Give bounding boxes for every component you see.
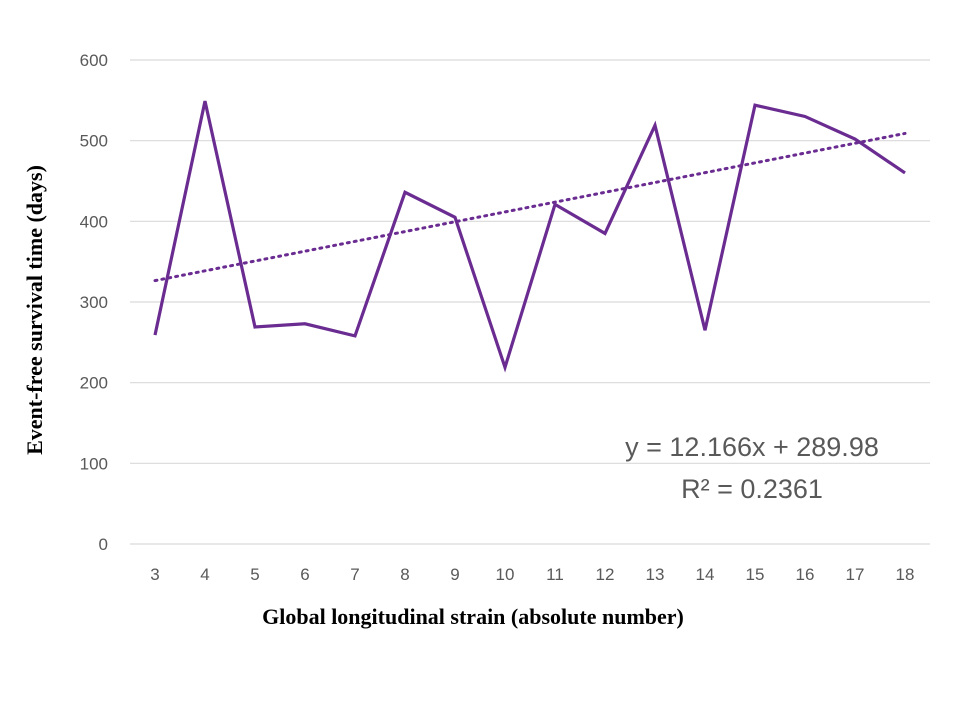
x-tick-label: 3 <box>150 565 159 584</box>
gridlines <box>130 59 930 545</box>
x-tick-label: 7 <box>350 565 359 584</box>
y-tick-label: 600 <box>80 51 108 70</box>
x-tick-labels: 3 4 5 6 7 8 9 10 11 12 13 14 15 16 17 18 <box>150 565 914 584</box>
trendline <box>153 131 907 283</box>
x-tick-label: 4 <box>200 565 209 584</box>
x-tick-label: 5 <box>250 565 259 584</box>
x-tick-label: 6 <box>300 565 309 584</box>
x-tick-label: 13 <box>646 565 665 584</box>
trendline-equation: y = 12.166x + 289.98 <box>625 432 879 462</box>
x-tick-label: 15 <box>746 565 765 584</box>
series-line <box>153 100 906 373</box>
x-tick-label: 18 <box>896 565 915 584</box>
x-axis-label: Global longitudinal strain (absolute num… <box>262 604 684 629</box>
x-tick-label: 17 <box>846 565 865 584</box>
x-tick-label: 10 <box>496 565 515 584</box>
y-axis-label: Event-free survival time (days) <box>22 165 47 455</box>
x-tick-label: 11 <box>546 565 564 584</box>
y-tick-label: 0 <box>99 535 108 554</box>
x-tick-label: 16 <box>796 565 815 584</box>
r-squared-label: R² = 0.2361 <box>681 474 823 504</box>
x-tick-label: 12 <box>596 565 615 584</box>
y-tick-label: 500 <box>80 132 108 151</box>
x-tick-label: 8 <box>400 565 409 584</box>
y-tick-labels: 0 100 200 300 400 500 600 <box>80 51 108 554</box>
y-tick-label: 100 <box>80 454 108 473</box>
y-tick-label: 300 <box>80 293 108 312</box>
y-tick-label: 200 <box>80 374 108 393</box>
y-tick-label: 400 <box>80 212 108 231</box>
x-tick-label: 14 <box>696 565 715 584</box>
x-tick-label: 9 <box>450 565 459 584</box>
